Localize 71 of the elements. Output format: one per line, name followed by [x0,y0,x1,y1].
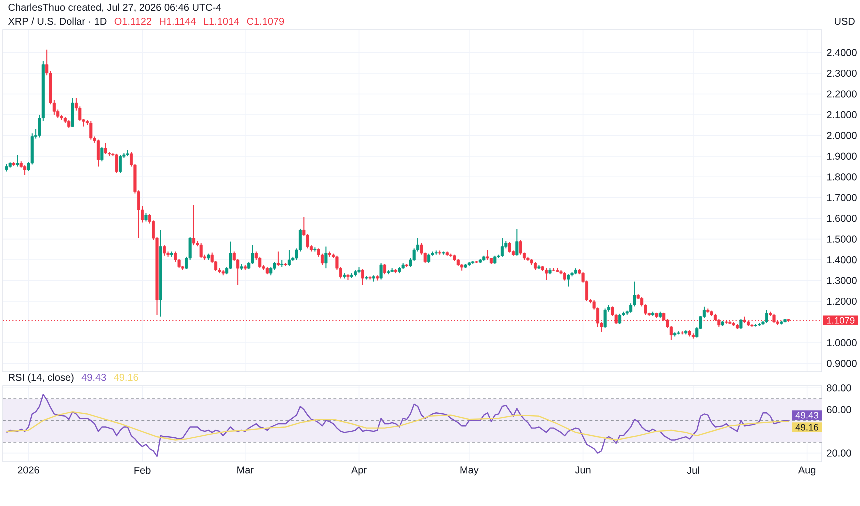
text: L1.1014 [204,18,240,26]
line-series [6,411,790,441]
y-axis-title: USD [835,18,855,26]
y-tick-label: 1.2000 [827,298,857,306]
text: 49.16 [114,374,138,382]
candlestick [119,154,122,174]
candlestick [380,262,383,280]
text: H1.1144 [160,18,196,25]
y-tick-label: 1.5000 [827,236,857,243]
candlestick [104,142,108,155]
chart-title: RSI (14, close) [9,374,74,384]
candlestick [428,253,431,264]
x-tick-label: Feb [134,466,151,474]
candlestick [361,268,364,286]
candlestick [740,318,743,330]
candlestick [192,204,196,246]
y-tick-label: 2.2000 [827,90,857,98]
candlestick [324,246,328,270]
candlestick [200,242,203,258]
y-tick-label: 1.6000 [827,215,857,222]
candlestick [16,154,20,168]
y-tick-label: 20.00 [827,450,852,457]
y-tick-label: 60.00 [827,406,852,414]
y-tick-label: 1.3000 [827,277,857,284]
chart-title: XRP / U.S. Dollar · 1D [8,18,107,26]
candlestick [765,310,768,324]
candlestick [545,268,548,281]
y-tick-label: 2.4000 [827,49,857,56]
candlestick [163,245,166,256]
y-tick-label: 0.9000 [827,360,857,368]
text: O1.1122 [114,18,152,26]
candlestick [519,240,522,256]
candlestick [604,308,607,329]
y-tick-label: 2.1000 [827,111,857,119]
chart-subtitle: CharlesThuo created, Jul 27, 2026 06:46 UTC-4 [8,4,222,12]
y-tick-label: 1.8000 [827,174,857,181]
candlestick [486,250,490,261]
candlestick [383,264,386,276]
x-tick-label: Apr [351,466,367,476]
candlestick [288,250,291,267]
candlestick [90,120,93,140]
candlestick [258,256,262,269]
candlestick [96,139,100,168]
candlestick [100,146,104,162]
candlestick [115,153,118,174]
ref-line-label: 1.1079 [827,317,855,324]
candlestick [24,165,27,176]
candlestick [500,238,504,258]
y-tick-label: 1.7000 [827,194,857,202]
candlestick [508,242,512,254]
data-label: 49.16 [796,424,818,431]
text: 49.43 [82,374,106,382]
y-tick-label: 2.3000 [827,70,857,78]
data-label: 49.43 [796,412,818,419]
x-tick-label: 2026 [18,466,40,474]
x-tick-label: May [460,466,479,476]
y-tick-label: 1.4000 [827,256,857,264]
candlestick [516,228,519,256]
candlestick [567,274,570,288]
x-tick-label: Jun [575,466,591,474]
y-tick-label: 1.9000 [827,152,857,160]
candlestick [71,98,74,128]
y-tick-label: 2.0000 [827,132,857,140]
x-tick-label: Aug [798,466,816,476]
x-tick-label: Jul [687,466,700,474]
text: C1.1079 [247,18,284,26]
x-tick-label: Mar [238,466,254,474]
y-tick-label: 80.00 [827,384,852,392]
candlestick [276,251,280,267]
y-tick-label: 1.0000 [827,339,857,347]
candlestick [618,313,622,325]
